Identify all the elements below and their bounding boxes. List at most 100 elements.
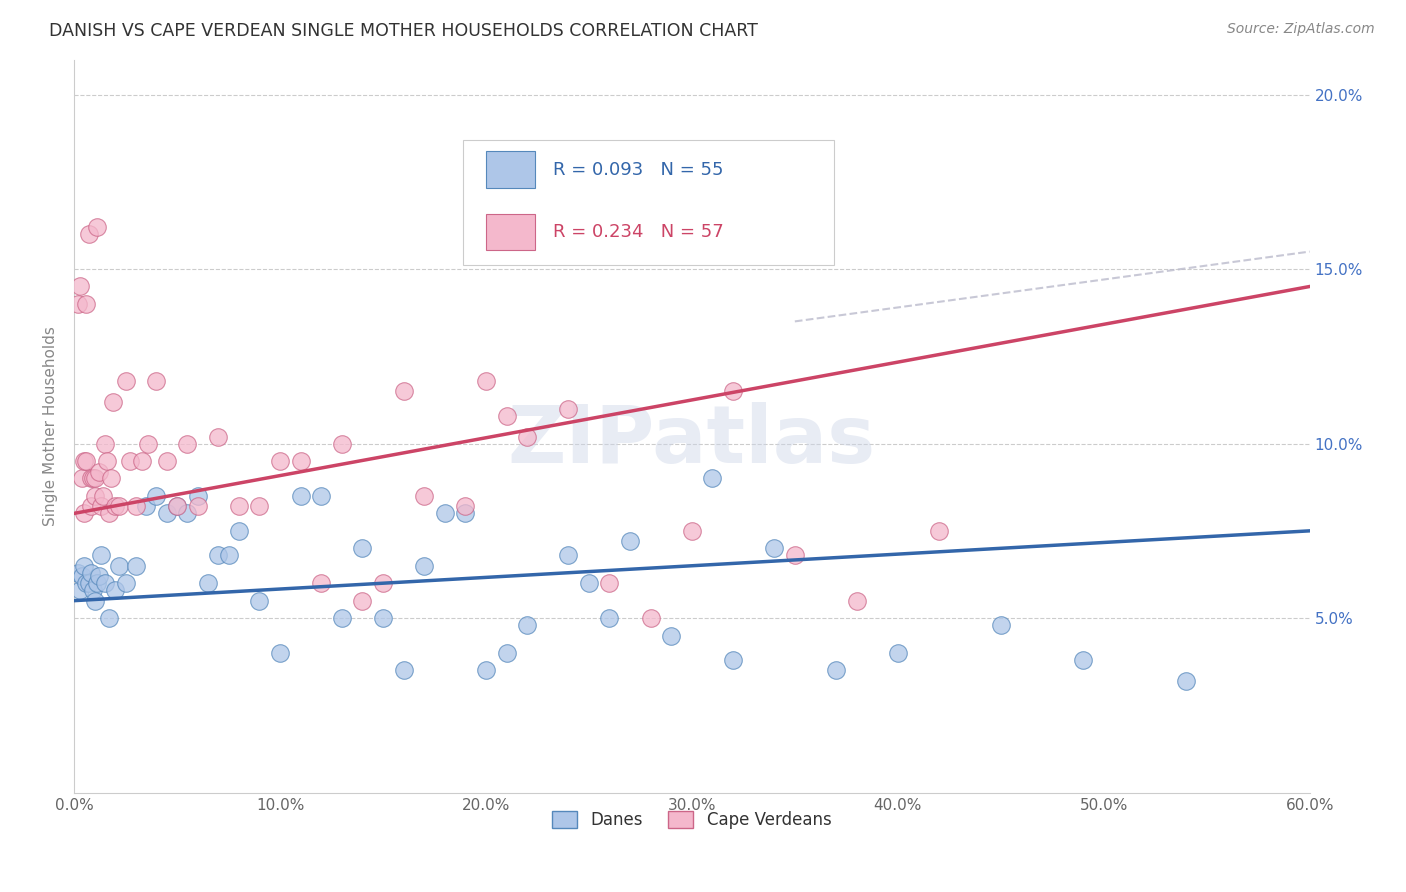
Point <box>763 541 786 556</box>
Point <box>79 500 101 514</box>
Point <box>82 583 104 598</box>
Point <box>681 524 703 538</box>
Point <box>87 569 110 583</box>
Point <box>104 500 127 514</box>
Point <box>1175 673 1198 688</box>
Point <box>413 489 436 503</box>
Point <box>114 374 136 388</box>
Point <box>156 507 179 521</box>
Point <box>249 593 271 607</box>
Point <box>516 618 538 632</box>
Point <box>619 534 641 549</box>
Point <box>187 500 209 514</box>
Point <box>94 576 117 591</box>
Point <box>495 409 517 423</box>
Text: DANISH VS CAPE VERDEAN SINGLE MOTHER HOUSEHOLDS CORRELATION CHART: DANISH VS CAPE VERDEAN SINGLE MOTHER HOU… <box>49 22 758 40</box>
FancyBboxPatch shape <box>485 152 534 188</box>
Point <box>845 593 868 607</box>
Point <box>721 384 744 399</box>
Y-axis label: Single Mother Households: Single Mother Households <box>44 326 58 526</box>
Point <box>578 576 600 591</box>
Point <box>249 500 271 514</box>
FancyBboxPatch shape <box>485 213 534 250</box>
Point <box>928 524 950 538</box>
Point <box>454 507 477 521</box>
Point <box>371 576 394 591</box>
Point <box>90 500 112 514</box>
Point <box>475 664 498 678</box>
Point <box>73 558 96 573</box>
Point <box>108 500 131 514</box>
Point <box>87 465 110 479</box>
Point <box>228 524 250 538</box>
Point <box>75 454 97 468</box>
Point <box>207 549 229 563</box>
Point <box>72 569 94 583</box>
Point <box>108 558 131 573</box>
Point <box>103 394 125 409</box>
Point <box>125 558 148 573</box>
Point <box>557 401 579 416</box>
Point <box>98 611 121 625</box>
Point <box>413 558 436 573</box>
Text: ZIPatlas: ZIPatlas <box>508 401 876 480</box>
Point <box>135 500 157 514</box>
Text: R = 0.234   N = 57: R = 0.234 N = 57 <box>554 223 724 241</box>
Point <box>67 297 90 311</box>
Point <box>721 653 744 667</box>
Point <box>309 489 332 503</box>
Point <box>176 436 198 450</box>
Point <box>166 500 188 514</box>
Point <box>75 576 97 591</box>
Point <box>702 471 724 485</box>
Point <box>166 500 188 514</box>
Point <box>145 374 167 388</box>
Point <box>557 549 579 563</box>
Point <box>228 500 250 514</box>
Text: R = 0.093   N = 55: R = 0.093 N = 55 <box>554 161 724 178</box>
Point <box>125 500 148 514</box>
Point <box>96 454 118 468</box>
Point <box>86 576 108 591</box>
Point <box>598 576 620 591</box>
Point <box>392 664 415 678</box>
FancyBboxPatch shape <box>464 140 834 265</box>
Point <box>77 576 100 591</box>
Point <box>454 500 477 514</box>
Point <box>1071 653 1094 667</box>
Point <box>145 489 167 503</box>
Point <box>156 454 179 468</box>
Point <box>131 454 153 468</box>
Point <box>77 227 100 241</box>
Point <box>114 576 136 591</box>
Point <box>79 566 101 580</box>
Point <box>659 629 682 643</box>
Point <box>73 454 96 468</box>
Point <box>330 611 353 625</box>
Point <box>82 471 104 485</box>
Point <box>783 549 806 563</box>
Point <box>352 541 374 556</box>
Point <box>98 507 121 521</box>
Point <box>990 618 1012 632</box>
Legend: Danes, Cape Verdeans: Danes, Cape Verdeans <box>546 804 838 836</box>
Point <box>187 489 209 503</box>
Point <box>218 549 240 563</box>
Point <box>100 471 122 485</box>
Text: Source: ZipAtlas.com: Source: ZipAtlas.com <box>1227 22 1375 37</box>
Point <box>69 279 91 293</box>
Point <box>197 576 219 591</box>
Point <box>516 429 538 443</box>
Point <box>118 454 141 468</box>
Point <box>90 549 112 563</box>
Point <box>475 374 498 388</box>
Point <box>69 583 91 598</box>
Point <box>825 664 848 678</box>
Point <box>269 646 291 660</box>
Point <box>290 489 312 503</box>
Point <box>640 611 662 625</box>
Point <box>290 454 312 468</box>
Point <box>269 454 291 468</box>
Point <box>433 507 456 521</box>
Point <box>75 297 97 311</box>
